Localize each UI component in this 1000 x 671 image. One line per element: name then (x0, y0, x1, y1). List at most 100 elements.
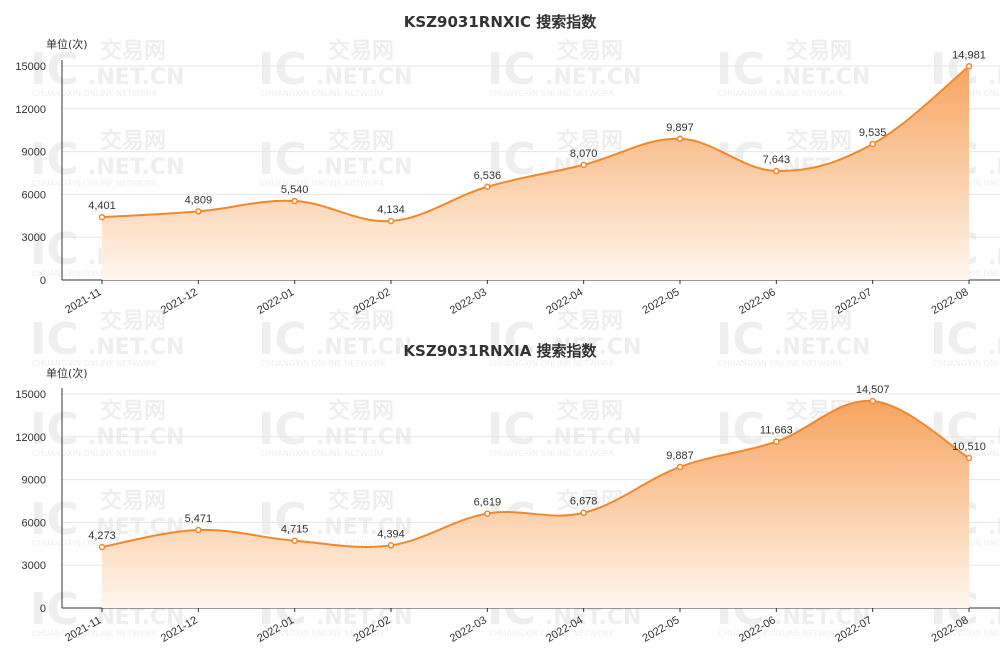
data-point (869, 140, 876, 148)
watermark-logo: IC (716, 314, 765, 365)
watermark-logo: IC (716, 44, 765, 95)
x-tick-label: 2022-05 (641, 286, 682, 317)
data-label: 7,643 (763, 154, 791, 166)
y-tick-label: 12000 (15, 104, 46, 116)
data-point (291, 537, 298, 544)
y-tick-label: 9000 (22, 147, 46, 159)
data-label: 6,619 (474, 497, 502, 509)
watermark-tagline: CHUANGXIN ONLINE NETWORK (32, 449, 158, 458)
chart-title: KSZ9031RNXIC 搜索指数 (404, 13, 598, 31)
watermark-brand: 交易网 (100, 128, 166, 154)
data-point (98, 543, 106, 551)
watermark-domain: .NET.CN (316, 65, 412, 90)
watermark-tagline: CHUANGXIN ONLINE NETWORK (260, 359, 386, 368)
series-area (102, 66, 969, 281)
data-label: 5,471 (185, 513, 213, 525)
y-tick-label: 3000 (22, 232, 46, 244)
watermark-logo: IC (258, 44, 307, 95)
watermark-brand: 交易网 (328, 488, 394, 514)
watermark-logo: IC (30, 224, 79, 275)
watermark-tagline: CHUANGXIN ONLINE NETWORK (489, 629, 615, 638)
y-tick-label: 6000 (22, 189, 46, 201)
watermark-brand: 交易网 (557, 398, 623, 424)
data-label: 4,273 (88, 530, 116, 542)
watermark-brand: 交易网 (100, 398, 166, 424)
data-point (195, 526, 202, 534)
watermark-logo: IC (30, 404, 79, 455)
y-axis-unit-label: 单位(次) (46, 366, 88, 380)
data-label: 5,540 (281, 184, 309, 196)
watermark-domain: .NET.CN (988, 515, 1000, 540)
data-point (484, 510, 491, 517)
watermark-tagline: CHUANGXIN ONLINE NETWORK (489, 449, 615, 458)
watermark-domain: .NET.CN (88, 605, 184, 630)
watermark-tagline: CHUANGXIN ONLINE NETWORK (260, 179, 386, 188)
y-tick-label: 12000 (15, 432, 46, 444)
watermark-brand: 交易网 (100, 308, 166, 334)
x-tick-label: 2022-03 (448, 286, 489, 317)
series-line (101, 65, 970, 223)
watermark-tagline: CHUANGXIN ONLINE NETWORK (260, 89, 386, 98)
watermark-domain: .NET.CN (988, 425, 1000, 450)
series-area (102, 400, 969, 608)
watermark-logo: IC (487, 44, 536, 95)
watermark-brand: 交易网 (100, 488, 166, 514)
data-point (580, 161, 587, 169)
watermark-tagline: CHUANGXIN ONLINE NETWORK (32, 629, 158, 638)
data-label: 10,510 (952, 441, 986, 453)
data-label: 4,715 (281, 524, 309, 536)
y-tick-label: 15000 (15, 389, 46, 401)
data-point (98, 213, 106, 221)
watermark-brand: 交易网 (557, 308, 623, 334)
watermark-tagline: CHUANGXIN ONLINE NETWORK (32, 269, 158, 278)
data-point (965, 63, 973, 70)
x-tick-label: 2022-06 (737, 286, 778, 317)
watermark-brand: 交易网 (786, 128, 852, 154)
y-tick-label: 0 (40, 275, 46, 287)
watermark-tagline: CHUANGXIN ONLINE NETWORK (32, 89, 158, 98)
chart-title: KSZ9031RNXIA 搜索指数 (403, 342, 597, 360)
x-tick-label: 2021-11 (63, 286, 103, 316)
watermark-domain: .NET.CN (545, 65, 641, 90)
watermark-tagline: CHUANGXIN ONLINE NETWORK (260, 629, 386, 638)
data-label: 4,134 (377, 204, 405, 216)
x-tick-label: 2022-01 (255, 286, 296, 317)
watermark-brand: 交易网 (100, 38, 166, 64)
watermark-domain: .NET.CN (774, 335, 870, 360)
watermark-domain: .NET.CN (774, 65, 870, 90)
watermark-brand: 交易网 (786, 38, 852, 64)
data-label: 4,809 (185, 194, 213, 206)
y-tick-label: 6000 (22, 517, 46, 529)
data-point (387, 217, 395, 225)
watermark-logo: IC (258, 404, 307, 455)
watermark-logo: IC (258, 134, 307, 185)
data-point (387, 542, 395, 549)
watermark-domain: .NET.CN (88, 155, 184, 180)
watermark-logo: IC (30, 134, 79, 185)
watermark-domain: .NET.CN (545, 335, 641, 360)
data-label: 6,678 (570, 496, 598, 508)
watermark-logo: IC (258, 314, 307, 365)
watermark-brand: 交易网 (328, 308, 394, 334)
watermark-logo: IC (930, 314, 979, 365)
data-point (965, 454, 973, 462)
watermark-brand: 交易网 (786, 308, 852, 334)
data-point (773, 438, 780, 445)
x-tick-label: 2022-08 (930, 286, 971, 317)
data-label: 4,394 (377, 528, 405, 540)
data-label: 8,070 (570, 148, 598, 160)
watermark-logo: IC (30, 494, 79, 545)
x-tick-label: 2022-07 (833, 286, 874, 317)
data-point (580, 509, 587, 516)
series-line (101, 400, 970, 549)
